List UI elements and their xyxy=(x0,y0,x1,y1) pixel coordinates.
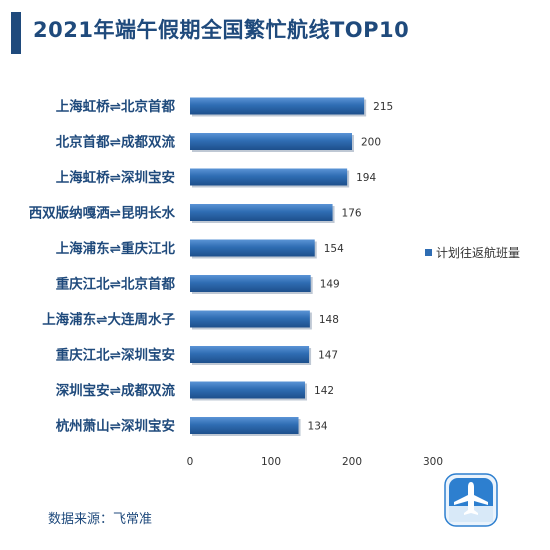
bar xyxy=(190,97,365,115)
airplane-logo-icon xyxy=(444,473,498,527)
category-label: 上海虹桥⇌北京首都 xyxy=(56,98,176,115)
category-label: 西双版纳嘎洒⇌昆明长水 xyxy=(29,205,176,222)
category-label: 北京首都⇌成都双流 xyxy=(56,134,176,151)
bar-value-label: 147 xyxy=(318,350,338,362)
legend-label: 计划往返航班量 xyxy=(436,246,521,260)
bar-value-label: 194 xyxy=(356,172,376,184)
bar xyxy=(190,275,311,292)
category-label: 上海浦东⇌重庆江北 xyxy=(56,240,176,257)
title-accent-bar xyxy=(11,12,21,54)
bar-value-label: 142 xyxy=(314,385,334,397)
legend-swatch xyxy=(425,249,432,256)
bar xyxy=(190,417,299,434)
bar xyxy=(190,133,352,150)
bar xyxy=(190,346,310,363)
chart-title: 2021年端午假期全国繁忙航线TOP10 xyxy=(33,18,410,42)
legend: 计划往返航班量 xyxy=(425,244,520,261)
x-tick-label: 200 xyxy=(342,456,362,468)
bar xyxy=(190,310,310,328)
bar xyxy=(190,381,306,399)
category-label: 重庆江北⇌深圳宝安 xyxy=(56,347,175,364)
bar xyxy=(190,168,348,186)
bar xyxy=(190,239,315,257)
bar-value-label: 200 xyxy=(361,137,381,149)
x-tick-label: 100 xyxy=(261,456,281,468)
bar xyxy=(190,204,333,221)
bar-value-label: 176 xyxy=(342,208,362,220)
x-tick-label: 0 xyxy=(187,456,194,468)
category-label: 杭州萧山⇌深圳宝安 xyxy=(56,418,175,435)
bar-value-label: 215 xyxy=(373,101,393,113)
x-tick-label: 300 xyxy=(423,456,443,468)
bar-value-label: 134 xyxy=(308,421,328,433)
bar-value-label: 148 xyxy=(319,314,339,326)
source-note: 数据来源：飞常准 xyxy=(48,512,153,527)
bar-value-label: 149 xyxy=(320,279,340,291)
category-label: 深圳宝安⇌成都双流 xyxy=(56,382,176,399)
category-label: 重庆江北⇌北京首都 xyxy=(56,276,176,293)
category-label: 上海虹桥⇌深圳宝安 xyxy=(56,169,175,186)
bar-value-label: 154 xyxy=(324,243,344,255)
category-label: 上海浦东⇌大连周水子 xyxy=(42,311,175,328)
